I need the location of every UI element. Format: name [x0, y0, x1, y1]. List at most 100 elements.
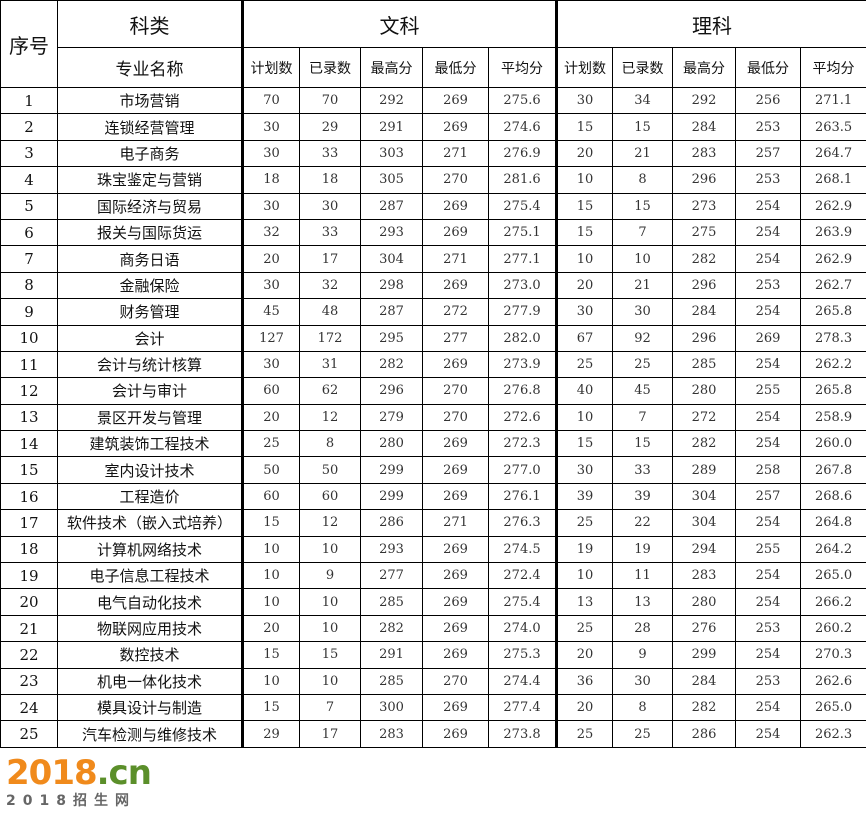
arts-plan: 15	[243, 694, 300, 720]
major-name: 市场营销	[58, 88, 243, 114]
arts-min: 277	[423, 325, 489, 351]
sci-min: 254	[736, 351, 801, 377]
sci-avg: 264.2	[801, 536, 866, 562]
row-index: 10	[1, 325, 58, 351]
sci-max: 282	[673, 431, 736, 457]
arts-avg: 274.6	[489, 114, 557, 140]
arts-admitted: 10	[300, 668, 361, 694]
row-index: 13	[1, 404, 58, 430]
arts-plan: 18	[243, 167, 300, 193]
sci-max: 283	[673, 563, 736, 589]
sci-min: 254	[736, 510, 801, 536]
row-index: 19	[1, 563, 58, 589]
arts-plan: 50	[243, 457, 300, 483]
arts-min: 269	[423, 193, 489, 219]
major-name: 电子商务	[58, 140, 243, 166]
arts-avg: 273.9	[489, 351, 557, 377]
arts-min: 270	[423, 167, 489, 193]
arts-min: 269	[423, 483, 489, 509]
sci-min: 254	[736, 721, 801, 747]
arts-min: 269	[423, 272, 489, 298]
arts-max: 286	[361, 510, 423, 536]
arts-min: 270	[423, 378, 489, 404]
arts-max: 283	[361, 721, 423, 747]
arts-min: 272	[423, 299, 489, 325]
sci-admitted: 19	[613, 536, 673, 562]
arts-avg: 272.3	[489, 431, 557, 457]
sci-avg: 262.9	[801, 246, 866, 272]
row-index: 17	[1, 510, 58, 536]
sci-admitted: 7	[613, 404, 673, 430]
arts-min: 271	[423, 246, 489, 272]
sci-avg: 268.6	[801, 483, 866, 509]
sci-min: 269	[736, 325, 801, 351]
major-name: 金融保险	[58, 272, 243, 298]
arts-plan: 30	[243, 114, 300, 140]
header-sci-col-1: 已录数	[613, 48, 673, 88]
arts-admitted: 10	[300, 615, 361, 641]
watermark-logo-number: 2018	[6, 753, 97, 793]
header-science: 理科	[557, 1, 866, 48]
major-name: 工程造价	[58, 483, 243, 509]
row-index: 7	[1, 246, 58, 272]
header-category: 科类	[58, 1, 243, 48]
arts-plan: 30	[243, 272, 300, 298]
sci-avg: 265.0	[801, 694, 866, 720]
sci-plan: 39	[557, 483, 613, 509]
sci-plan: 10	[557, 404, 613, 430]
sci-avg: 263.9	[801, 219, 866, 245]
sci-max: 296	[673, 325, 736, 351]
row-index: 22	[1, 642, 58, 668]
sci-avg: 267.8	[801, 457, 866, 483]
arts-avg: 274.4	[489, 668, 557, 694]
arts-avg: 277.4	[489, 694, 557, 720]
arts-admitted: 60	[300, 483, 361, 509]
arts-plan: 127	[243, 325, 300, 351]
arts-admitted: 18	[300, 167, 361, 193]
sci-min: 256	[736, 88, 801, 114]
arts-min: 269	[423, 351, 489, 377]
sci-admitted: 15	[613, 193, 673, 219]
sci-max: 304	[673, 510, 736, 536]
header-row-2: 专业名称 计划数已录数最高分最低分平均分计划数已录数最高分最低分平均分	[1, 48, 866, 88]
arts-admitted: 50	[300, 457, 361, 483]
sci-max: 286	[673, 721, 736, 747]
arts-min: 269	[423, 114, 489, 140]
arts-min: 270	[423, 668, 489, 694]
arts-max: 287	[361, 299, 423, 325]
sci-min: 254	[736, 404, 801, 430]
sci-plan: 25	[557, 721, 613, 747]
arts-admitted: 30	[300, 193, 361, 219]
sci-admitted: 15	[613, 114, 673, 140]
sci-plan: 15	[557, 114, 613, 140]
sci-admitted: 39	[613, 483, 673, 509]
arts-admitted: 17	[300, 721, 361, 747]
sci-max: 294	[673, 536, 736, 562]
arts-avg: 276.8	[489, 378, 557, 404]
sci-plan: 36	[557, 668, 613, 694]
sci-admitted: 22	[613, 510, 673, 536]
sci-admitted: 33	[613, 457, 673, 483]
sci-plan: 25	[557, 615, 613, 641]
arts-max: 299	[361, 457, 423, 483]
arts-plan: 10	[243, 536, 300, 562]
sci-min: 254	[736, 193, 801, 219]
sci-plan: 10	[557, 246, 613, 272]
sci-avg: 268.1	[801, 167, 866, 193]
arts-max: 282	[361, 615, 423, 641]
row-index: 16	[1, 483, 58, 509]
arts-plan: 45	[243, 299, 300, 325]
row-index: 3	[1, 140, 58, 166]
major-name: 报关与国际货运	[58, 219, 243, 245]
arts-min: 269	[423, 615, 489, 641]
major-name: 会计与审计	[58, 378, 243, 404]
sci-plan: 67	[557, 325, 613, 351]
arts-max: 293	[361, 219, 423, 245]
sci-admitted: 10	[613, 246, 673, 272]
sci-avg: 270.3	[801, 642, 866, 668]
arts-avg: 275.4	[489, 193, 557, 219]
